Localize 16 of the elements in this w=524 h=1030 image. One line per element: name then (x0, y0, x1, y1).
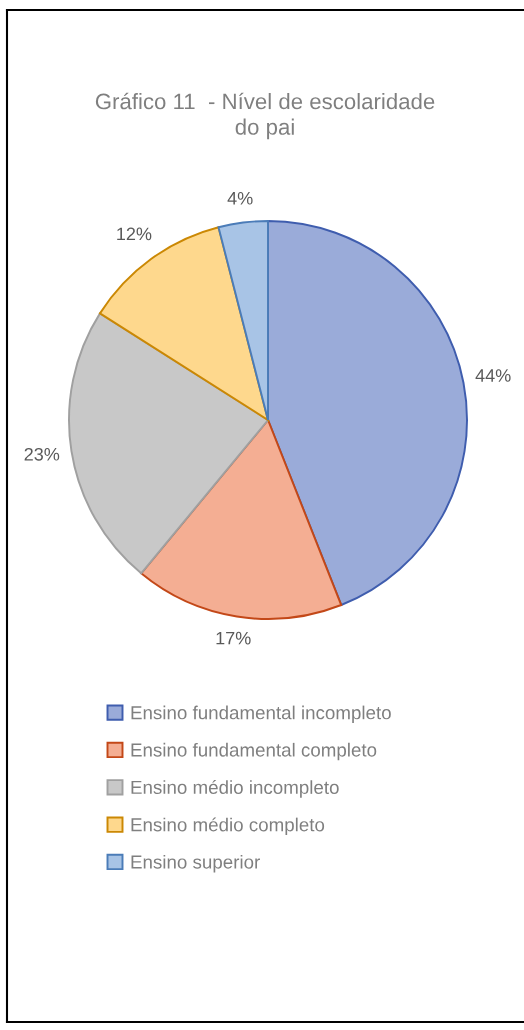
data-label: 4% (227, 191, 253, 205)
pie-slice (99, 226, 269, 421)
legend-label: Ensino superior (131, 854, 260, 873)
pie-slice (68, 312, 269, 575)
data-label: 23% (24, 447, 60, 461)
data-label: 44% (475, 369, 511, 382)
legend-label: Ensino fundamental incompleto (131, 705, 391, 724)
data-label: 17% (216, 631, 251, 645)
chart-title: Gráfico 11 - Nível de escolaridade do pai (95, 92, 435, 140)
legend-label: Ensino médio completo (131, 817, 325, 836)
pie-slice (140, 419, 343, 620)
legend-label: Ensino fundamental completo (131, 742, 377, 761)
legend-label: Ensino médio incompleto (131, 780, 339, 798)
pie-slice (217, 220, 269, 421)
data-label: 12% (117, 227, 152, 241)
pie-slice (267, 220, 468, 606)
